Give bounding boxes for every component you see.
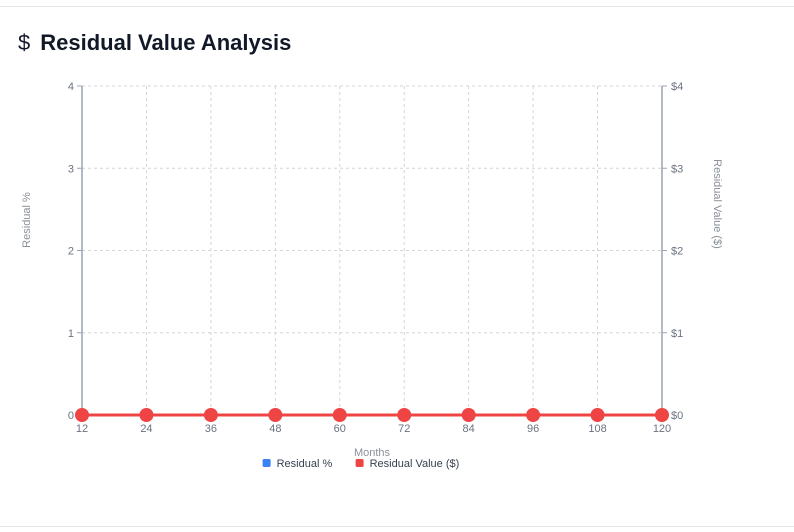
x-tick-label: 84	[463, 423, 475, 435]
x-tick-label: 108	[588, 423, 606, 435]
legend-swatch	[355, 459, 364, 467]
y-left-tick-label: 4	[68, 81, 74, 93]
y-axis-left-label: Residual %	[21, 192, 33, 248]
bottom-divider	[0, 526, 794, 532]
y-right-tick-label: $2	[671, 246, 683, 258]
x-tick-label: 24	[140, 423, 152, 435]
legend-item[interactable]: Residual Value ($)	[355, 458, 460, 470]
y-right-tick-label: $3	[671, 163, 683, 175]
x-tick-label: 60	[334, 423, 346, 435]
data-point[interactable]	[75, 408, 89, 422]
data-point[interactable]	[268, 408, 283, 422]
data-point[interactable]	[332, 408, 347, 422]
data-point[interactable]	[397, 408, 412, 422]
top-divider	[0, 0, 794, 7]
data-point[interactable]	[203, 408, 218, 422]
x-tick-label: 12	[76, 423, 88, 435]
x-tick-label: 48	[269, 423, 281, 435]
data-point[interactable]	[590, 408, 605, 422]
y-left-tick-label: 2	[68, 246, 74, 258]
x-tick-label: 72	[398, 423, 410, 435]
legend-label: Residual Value ($)	[370, 458, 460, 470]
legend-label: Residual %	[277, 458, 333, 470]
y-left-tick-label: 0	[68, 410, 74, 422]
data-point[interactable]	[526, 408, 541, 422]
y-right-tick-label: $0	[671, 410, 683, 422]
dollar-icon: $	[18, 30, 31, 55]
y-axis-right-label: Residual Value ($)	[711, 159, 723, 249]
data-point[interactable]	[139, 408, 154, 422]
legend-swatch	[262, 459, 271, 467]
grid-lines	[81, 85, 663, 416]
y-left-tick-label: 1	[68, 328, 74, 340]
data-point[interactable]	[655, 408, 669, 422]
y-right-tick-label: $1	[671, 328, 683, 340]
data-point[interactable]	[461, 408, 476, 422]
x-axis-label: Months	[354, 447, 391, 459]
series-layer	[75, 408, 669, 422]
y-left-tick-label: 3	[68, 163, 74, 175]
x-tick-label: 36	[205, 423, 217, 435]
x-tick-label: 120	[653, 423, 671, 435]
chart-header: $ Residual Value Analysis	[18, 30, 291, 56]
chart-title: Residual Value Analysis	[40, 30, 292, 55]
x-tick-label: 96	[527, 423, 539, 435]
axes	[77, 85, 667, 420]
legend: Residual % Residual Value ($)	[262, 458, 460, 470]
legend-item[interactable]: Residual %	[262, 458, 333, 470]
y-right-tick-label: $4	[671, 81, 683, 93]
